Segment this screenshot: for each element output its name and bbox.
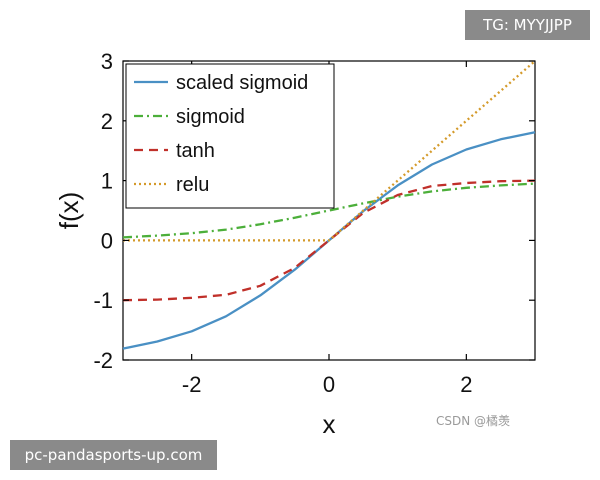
y-tick-label: 1: [101, 169, 113, 194]
series-layer: [122, 60, 536, 350]
y-tick-label: 0: [101, 228, 113, 253]
csdn-watermark: CSDN @橘羡: [436, 414, 511, 428]
y-axis-label: f(x): [54, 192, 84, 230]
y-tick-label: 3: [101, 49, 113, 74]
y-tick-label: -2: [93, 348, 113, 373]
ticks-layer: -2 0 2 -2 -1 0 1 2 3: [93, 49, 535, 397]
x-tick-label: 2: [460, 372, 472, 397]
series-line-sigmoid: [122, 182, 536, 239]
x-tick-label: 0: [323, 372, 335, 397]
y-tick-label: 2: [101, 109, 113, 134]
url-badge: pc-pandasports-up.com: [10, 440, 217, 470]
legend-label: sigmoid: [176, 106, 245, 128]
series-line-tanh: [122, 179, 536, 302]
legend-label: tanh: [176, 140, 215, 162]
legend-label: scaled sigmoid: [176, 72, 308, 94]
legend: scaled sigmoid sigmoid tanh relu: [125, 63, 335, 209]
x-axis-label: x: [323, 409, 336, 439]
legend-label: relu: [176, 174, 209, 196]
tg-badge: TG: MYYJJPP: [465, 10, 590, 40]
series-line-relu: [123, 60, 536, 242]
y-tick-label: -1: [93, 288, 113, 313]
x-tick-label: -2: [182, 372, 202, 397]
